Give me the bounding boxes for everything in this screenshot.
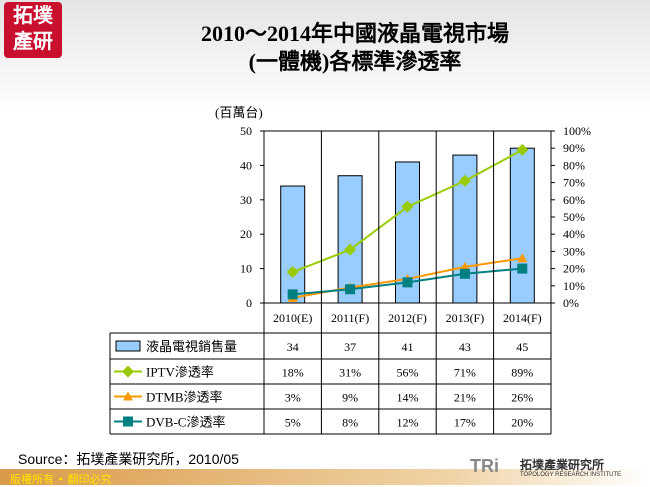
legend-label: DTMB滲透率 bbox=[146, 390, 223, 405]
data-label: 3% bbox=[285, 391, 301, 405]
bar-2012(F) bbox=[395, 161, 420, 304]
data-label: 20% bbox=[511, 416, 533, 430]
data-label: 9% bbox=[342, 391, 358, 405]
legend-marker-diamond bbox=[122, 365, 134, 378]
data-label: 5% bbox=[285, 416, 301, 430]
data-label: 89% bbox=[511, 366, 533, 380]
y2-tick-label: 40% bbox=[563, 227, 585, 241]
category-label: 2011(F) bbox=[331, 311, 369, 325]
category-label: 2012(F) bbox=[388, 311, 427, 325]
marker-square bbox=[345, 284, 356, 295]
data-label: 12% bbox=[397, 416, 419, 430]
marker-square bbox=[287, 289, 298, 300]
data-label: 31% bbox=[339, 366, 361, 380]
marker-square bbox=[402, 277, 413, 288]
category-label: 2010(E) bbox=[273, 311, 312, 325]
y2-tick-label: 80% bbox=[563, 158, 585, 172]
y2-tick-label: 30% bbox=[563, 244, 585, 258]
bar-2014(F) bbox=[509, 147, 535, 304]
tri-name-cn: 拓墣產業研究所 bbox=[520, 458, 605, 472]
tri-logo: TRi bbox=[470, 456, 499, 476]
data-label: 8% bbox=[342, 416, 358, 430]
chart-title-line2: (一體機)各標準滲透率 bbox=[248, 49, 462, 74]
header-background bbox=[0, 0, 650, 110]
category-label: 2013(F) bbox=[446, 311, 485, 325]
y-axis-label: (百萬台) bbox=[215, 105, 263, 120]
marker-diamond bbox=[401, 200, 414, 213]
bar-2010(E) bbox=[280, 185, 306, 304]
y2-tick-label: 90% bbox=[563, 141, 585, 155]
legend-key-bar bbox=[115, 340, 141, 352]
y2-tick-label: 10% bbox=[563, 279, 585, 293]
y2-tick-label: 50% bbox=[563, 210, 585, 224]
category-label: 2014(F) bbox=[503, 311, 542, 325]
y-tick-label: 50 bbox=[240, 124, 252, 138]
data-label: 26% bbox=[511, 391, 533, 405]
marker-triangle bbox=[517, 253, 528, 263]
data-label: 71% bbox=[454, 366, 476, 380]
data-label: 45 bbox=[516, 340, 528, 354]
data-label: 56% bbox=[397, 366, 419, 380]
bar-2011(F) bbox=[337, 175, 363, 304]
legend-marker-square bbox=[123, 416, 133, 427]
company-logo: 拓墣 產研 bbox=[4, 2, 62, 58]
marker-square bbox=[517, 263, 528, 274]
y-tick-label: 10 bbox=[240, 262, 252, 276]
y2-tick-label: 60% bbox=[563, 193, 585, 207]
data-label: 14% bbox=[397, 391, 419, 405]
data-label: 43 bbox=[459, 340, 471, 354]
tri-name-en: TOPOLOGY RESEARCH INSTITUTE bbox=[520, 472, 622, 478]
marker-diamond bbox=[458, 174, 471, 187]
marker-diamond bbox=[516, 143, 529, 156]
legend-label: 液晶電視銷售量 bbox=[146, 339, 237, 354]
data-label: 34 bbox=[287, 340, 299, 354]
data-label: 37 bbox=[344, 340, 356, 354]
marker-triangle bbox=[459, 261, 470, 271]
legend-label: IPTV滲透率 bbox=[146, 365, 214, 380]
marker-diamond bbox=[344, 243, 357, 256]
data-label: 41 bbox=[402, 340, 414, 354]
y-tick-label: 30 bbox=[240, 193, 252, 207]
copyright-text: 版權所有 • 翻印必究 bbox=[10, 473, 112, 486]
chart-title-line1: 2010～2014年中國液晶電視市場 bbox=[200, 21, 509, 46]
data-label: 18% bbox=[282, 366, 304, 380]
source-note: Source：拓墣產業研究所，2010/05 bbox=[18, 451, 239, 467]
y2-tick-label: 70% bbox=[563, 176, 585, 190]
marker-diamond bbox=[286, 266, 299, 279]
footer-bar bbox=[0, 469, 650, 485]
marker-square bbox=[459, 268, 470, 279]
data-label: 17% bbox=[454, 416, 476, 430]
legend-marker-triangle bbox=[123, 391, 133, 401]
y2-tick-label: 100% bbox=[563, 124, 591, 138]
data-label: 21% bbox=[454, 391, 476, 405]
y-tick-label: 40 bbox=[240, 158, 252, 172]
y-tick-label: 0 bbox=[246, 296, 252, 310]
y-tick-label: 20 bbox=[240, 227, 252, 241]
y2-tick-label: 0% bbox=[563, 296, 579, 310]
y2-tick-label: 20% bbox=[563, 262, 585, 276]
legend-label: DVB-C滲透率 bbox=[146, 415, 225, 430]
